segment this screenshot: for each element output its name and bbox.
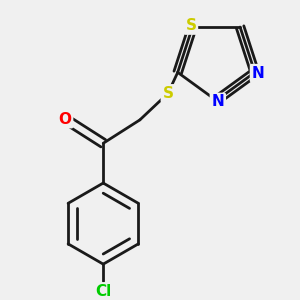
Text: S: S [185, 18, 197, 33]
Text: S: S [162, 86, 173, 101]
Text: O: O [58, 112, 71, 127]
Text: Cl: Cl [95, 284, 111, 299]
Text: N: N [252, 66, 264, 81]
Text: N: N [212, 94, 224, 110]
